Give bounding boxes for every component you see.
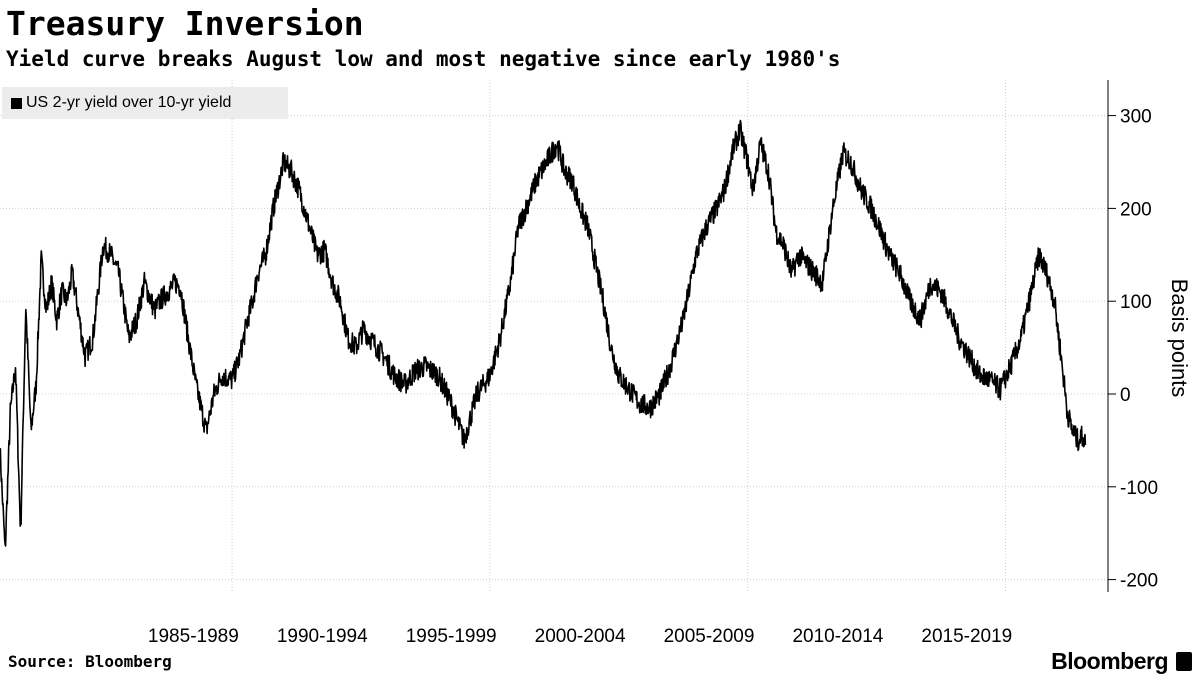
x-tick-label: 1995-1999 xyxy=(406,626,497,647)
grid-lines xyxy=(0,80,1108,592)
y-axis-label: Basis points xyxy=(1167,279,1192,398)
x-tick-label: 2015-2019 xyxy=(921,626,1012,647)
legend-swatch xyxy=(11,97,22,109)
y-tick-label: 100 xyxy=(1120,292,1152,313)
y-tick-label: -200 xyxy=(1120,571,1158,592)
x-tick-label: 1990-1994 xyxy=(277,626,368,647)
brand-mark-icon xyxy=(1176,652,1192,671)
y-tick-label: 200 xyxy=(1120,199,1152,220)
y-tick-label: -100 xyxy=(1120,478,1158,499)
series-group xyxy=(0,119,1087,547)
y-tick-label: 300 xyxy=(1120,107,1152,128)
chart-title: Treasury Inversion xyxy=(6,4,364,43)
legend-label: US 2-yr yield over 10-yr yield xyxy=(26,94,232,111)
series-line xyxy=(0,119,1087,547)
legend: US 2-yr yield over 10-yr yield xyxy=(2,87,288,119)
y-axis: 300 200 100 0 -100 -200 xyxy=(1107,80,1158,592)
brand-logo-text: Bloomberg xyxy=(1051,648,1168,674)
source-note: Source: Bloomberg xyxy=(8,652,172,671)
x-tick-label: 2000-2004 xyxy=(535,626,626,647)
x-tick-label: 1985-1989 xyxy=(148,626,239,647)
chart-subtitle: Yield curve breaks August low and most n… xyxy=(6,47,841,71)
x-tick-label: 2010-2014 xyxy=(792,626,883,647)
y-tick-label: 0 xyxy=(1120,385,1131,406)
x-tick-label: 2005-2009 xyxy=(664,626,755,647)
x-axis-labels: 1985-1989 1990-1994 1995-1999 2000-2004 2005… xyxy=(148,626,1012,647)
